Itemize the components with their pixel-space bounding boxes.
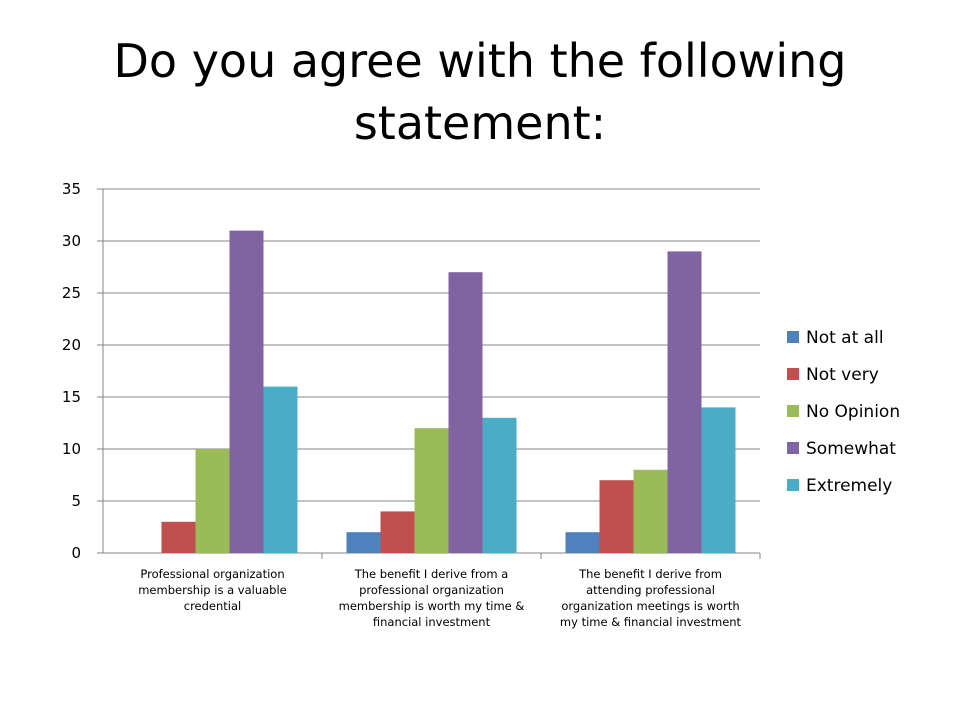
legend-label: Not very [806,365,879,385]
legend-label: Somewhat [806,439,896,459]
bar [380,511,415,553]
category-label: The benefit I derive from a professional … [339,567,525,629]
bar [482,417,517,553]
legend-swatch [787,368,799,380]
bar [448,272,483,553]
slide-title: Do you agree with the following statemen… [0,30,960,154]
y-tick-label: 20 [62,336,81,354]
y-tick-label: 15 [62,388,81,406]
bar [414,428,449,553]
bar [633,469,668,553]
y-tick-label: 25 [62,284,81,302]
y-tick-label: 35 [62,180,81,198]
bar [263,386,298,553]
legend-swatch [787,405,799,417]
y-tick-label: 0 [71,544,81,562]
bar [701,407,736,553]
legend-swatch [787,331,799,343]
legend-label: No Opinion [806,402,900,422]
bar [667,251,702,553]
title-line-1: Do you agree with the following [113,34,847,88]
y-tick-label: 30 [62,232,81,250]
legend-swatch [787,442,799,454]
legend-label: Not at all [806,328,884,348]
bar [565,532,600,553]
legend-swatch [787,479,799,491]
legend-label: Extremely [806,476,892,496]
bar [195,449,230,553]
bar [229,230,264,553]
title-line-2: statement: [353,96,607,150]
category-label: The benefit I derive from attending profe… [560,567,742,629]
bar [599,480,634,553]
bar [161,521,196,553]
category-label: Professional organization membership is a… [138,567,287,613]
y-tick-label: 5 [71,492,81,510]
y-tick-label: 10 [62,440,81,458]
bar [346,532,381,553]
